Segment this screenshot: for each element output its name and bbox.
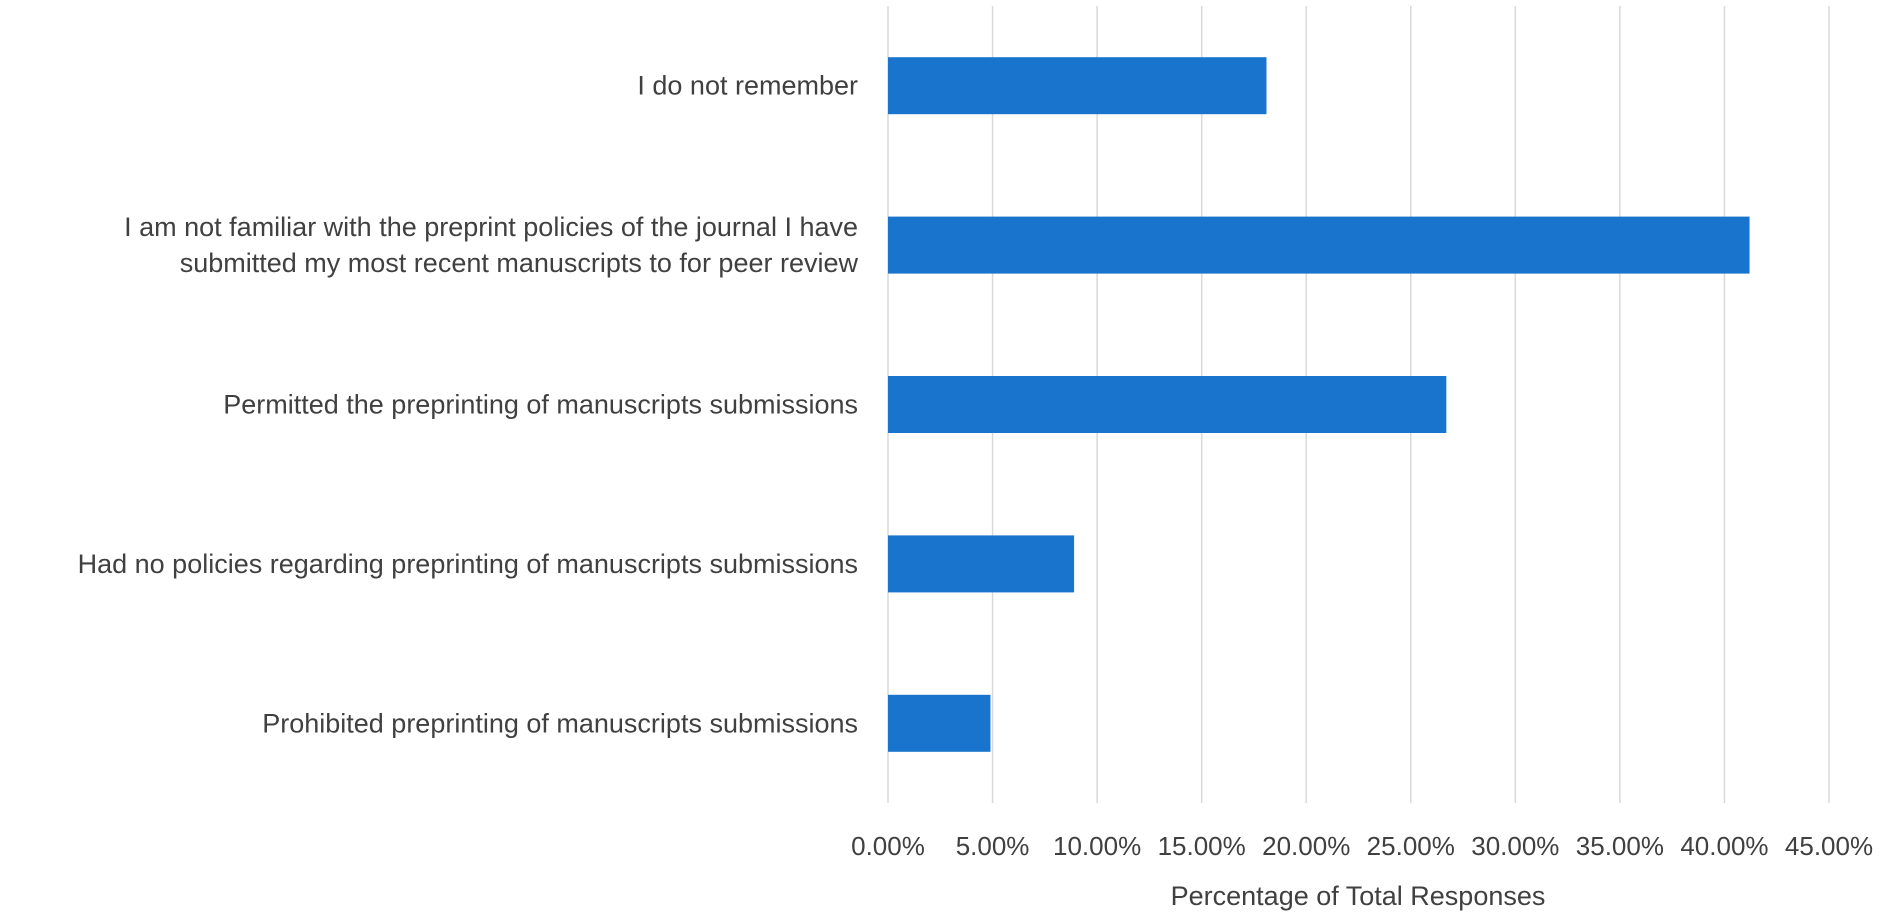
category-label: Prohibited preprinting of manuscripts su… xyxy=(262,708,858,738)
category-label: Permitted the preprinting of manuscripts… xyxy=(223,390,858,420)
x-tick-label: 45.00% xyxy=(1785,831,1873,861)
category-label: I do not remember xyxy=(637,71,858,101)
x-tick-label: 20.00% xyxy=(1262,831,1350,861)
x-tick-label: 30.00% xyxy=(1471,831,1559,861)
x-tick-labels: 0.00% 5.00% 10.00% 15.00% 20.00% 25.00% 30.00%… xyxy=(851,831,1873,861)
category-label: I am not familiar with the preprint poli… xyxy=(124,212,858,278)
x-tick-label: 15.00% xyxy=(1158,831,1246,861)
bar xyxy=(888,57,1267,115)
category-labels: I do not remember I am not familiar with … xyxy=(78,71,859,739)
x-axis-title: Percentage of Total Responses xyxy=(1171,881,1546,911)
bar xyxy=(888,216,1750,274)
x-tick-label: 35.00% xyxy=(1576,831,1664,861)
x-tick-label: 25.00% xyxy=(1367,831,1455,861)
bar xyxy=(888,694,991,752)
x-tick-label: 0.00% xyxy=(851,831,925,861)
category-label: Had no policies regarding preprinting of… xyxy=(78,549,858,579)
x-tick-label: 5.00% xyxy=(956,831,1030,861)
bar xyxy=(888,376,1447,433)
x-tick-label: 40.00% xyxy=(1680,831,1768,861)
x-tick-label: 10.00% xyxy=(1053,831,1141,861)
bar xyxy=(888,535,1075,593)
bars xyxy=(888,57,1750,752)
